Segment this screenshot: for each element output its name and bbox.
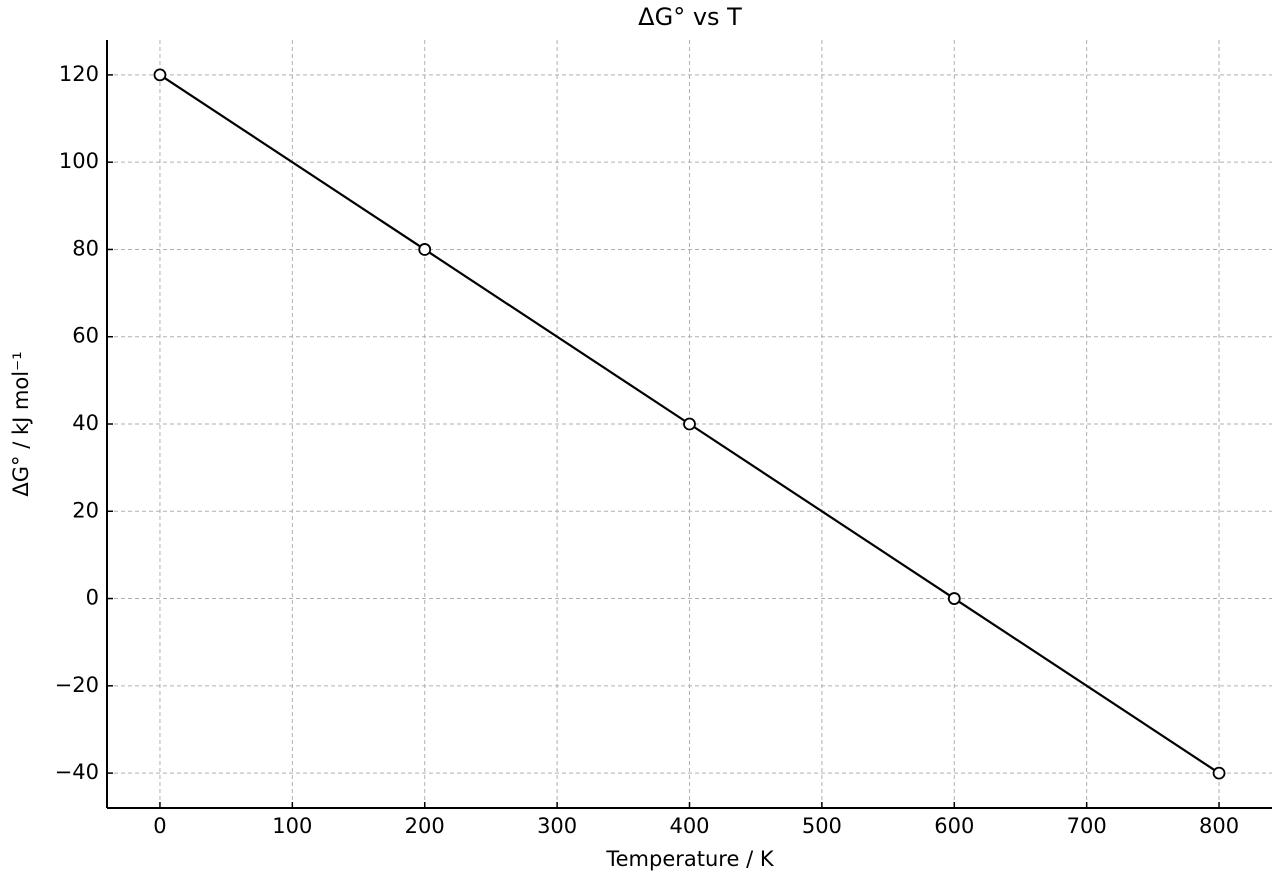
y-tick-label: 120 — [59, 62, 99, 86]
data-point — [1212, 766, 1226, 780]
y-tick-label: 80 — [72, 236, 99, 260]
y-tick-label: 60 — [72, 324, 99, 348]
data-point — [418, 243, 432, 256]
x-tick-label: 700 — [1067, 814, 1107, 838]
x-tick-label: 500 — [802, 814, 842, 838]
x-tick-label: 600 — [934, 814, 974, 838]
y-tick-label: 0 — [86, 586, 99, 610]
y-tick-label: −20 — [55, 673, 99, 697]
x-tick-label: 0 — [153, 814, 166, 838]
chart-title: ΔG° vs T — [638, 3, 742, 31]
x-tick-label: 200 — [405, 814, 445, 838]
x-tick-label: 800 — [1199, 814, 1239, 838]
x-tick-label: 100 — [272, 814, 312, 838]
y-tick-label: −40 — [55, 760, 99, 784]
y-tick-label: 100 — [59, 149, 99, 173]
y-tick-label: 40 — [72, 411, 99, 435]
x-tick-label: 300 — [537, 814, 577, 838]
data-point — [153, 68, 167, 82]
data-point — [683, 417, 696, 431]
x-tick-label: 400 — [669, 814, 709, 838]
data-point — [947, 592, 961, 605]
y-axis-label: ΔG° / kJ mol⁻¹ — [9, 351, 33, 496]
x-axis-label: Temperature / K — [605, 847, 774, 871]
y-tick-label: 20 — [72, 498, 99, 522]
